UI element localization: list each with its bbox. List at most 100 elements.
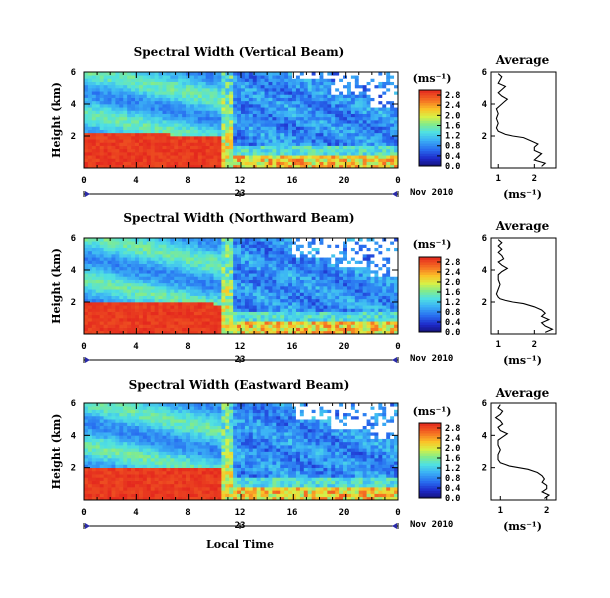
heatmap-cell	[154, 279, 159, 284]
heatmap-cell	[115, 270, 120, 274]
heatmap-cell	[284, 266, 289, 271]
heatmap-cell	[248, 91, 254, 95]
heatmap-cell	[370, 282, 375, 287]
heatmap-cell	[237, 104, 242, 108]
heatmap-cell	[366, 145, 371, 150]
heatmap-cell	[237, 302, 242, 306]
heatmap-cell	[115, 120, 120, 124]
heatmap-cell	[374, 254, 379, 258]
panel-title: Spectral Width (Northward Beam)	[123, 211, 354, 225]
heatmap-cell	[268, 120, 273, 124]
heatmap-cell	[394, 308, 399, 312]
heatmap-cell	[264, 88, 269, 92]
heatmap-cell	[319, 155, 324, 159]
heatmap-cell	[295, 238, 301, 242]
heatmap-cell	[350, 161, 356, 166]
heatmap-cell	[382, 311, 387, 316]
heatmap-cell	[295, 129, 301, 134]
heatmap-cell	[127, 273, 132, 277]
heatmap-cell	[135, 286, 140, 290]
heatmap-cell	[374, 324, 379, 328]
heatmap-cell	[299, 279, 305, 284]
heatmap-cell	[127, 139, 132, 143]
heatmap-cell	[299, 273, 305, 277]
heatmap-cell	[197, 305, 203, 309]
heatmap-cell	[260, 123, 265, 127]
heatmap-cell	[170, 139, 175, 143]
heatmap-cell	[99, 158, 104, 162]
heatmap-cell	[366, 257, 371, 261]
heatmap-cell	[178, 292, 183, 296]
heatmap-cell	[166, 318, 171, 322]
heatmap-cell	[193, 308, 199, 312]
heatmap-cell	[350, 116, 356, 121]
heatmap-cell	[193, 129, 199, 134]
heatmap-cell	[99, 152, 104, 156]
heatmap-cell	[284, 276, 289, 280]
heatmap-cell	[288, 330, 293, 335]
heatmap-cell	[354, 148, 360, 153]
heatmap-cell	[366, 97, 371, 102]
heatmap-cell	[138, 100, 144, 105]
heatmap-cell	[174, 276, 179, 280]
heatmap-cell	[103, 145, 108, 150]
heatmap-cell	[138, 136, 144, 140]
heatmap-cell	[233, 110, 238, 114]
heatmap-cell	[95, 305, 101, 309]
average-y-tick-label: 4	[482, 100, 488, 110]
heatmap-cell	[135, 250, 140, 255]
heatmap-cell	[154, 244, 159, 248]
heatmap-cell	[217, 136, 222, 140]
heatmap-cell	[229, 91, 234, 95]
heatmap-cell	[193, 311, 199, 316]
heatmap-cell	[135, 75, 140, 79]
heatmap-cell	[197, 78, 203, 82]
heatmap-cell	[378, 148, 383, 153]
heatmap-cell	[229, 327, 234, 332]
heatmap-cell	[174, 145, 179, 150]
heatmap-cell	[99, 327, 104, 332]
heatmap-cell	[319, 276, 324, 280]
heatmap-cell	[233, 327, 238, 332]
heatmap-cell	[264, 158, 269, 162]
heatmap-cell	[319, 247, 324, 252]
heatmap-cell	[327, 263, 332, 268]
heatmap-cell	[119, 139, 124, 143]
heatmap-cell	[135, 84, 140, 89]
heatmap-cell	[284, 113, 289, 118]
heatmap-cell	[350, 110, 356, 114]
heatmap-cell	[217, 72, 222, 76]
heatmap-cell	[307, 75, 312, 79]
heatmap-cell	[260, 129, 265, 134]
heatmap-cell	[174, 75, 179, 79]
heatmap-cell	[213, 81, 218, 86]
heatmap-cell	[154, 241, 159, 245]
heatmap-cell	[229, 273, 234, 277]
heatmap-cell	[123, 308, 128, 312]
heatmap-cell	[158, 123, 163, 127]
heatmap-cell	[115, 308, 120, 312]
heatmap-cell	[256, 305, 261, 309]
heatmap-cell	[386, 311, 391, 316]
heatmap-cell	[358, 142, 364, 146]
heatmap-cell	[217, 238, 222, 242]
heatmap-cell	[237, 94, 242, 98]
heatmap-cell	[174, 330, 179, 335]
heatmap-cell	[142, 161, 148, 166]
heatmap-cell	[307, 254, 312, 258]
heatmap-cell	[197, 250, 203, 255]
heatmap-cell	[358, 314, 364, 319]
heatmap-cell	[91, 145, 97, 150]
heatmap-cell	[111, 81, 116, 86]
heatmap-cell	[272, 321, 277, 325]
heatmap-cell	[366, 104, 371, 108]
heatmap-cell	[182, 279, 187, 284]
heatmap-cell	[237, 292, 242, 296]
heatmap-cell	[252, 91, 258, 95]
heatmap-cell	[386, 120, 391, 124]
heatmap-cell	[260, 107, 265, 111]
heatmap-cell	[186, 282, 191, 287]
heatmap-cell	[256, 250, 261, 255]
heatmap-cell	[221, 107, 226, 111]
heatmap-cell	[252, 311, 258, 316]
